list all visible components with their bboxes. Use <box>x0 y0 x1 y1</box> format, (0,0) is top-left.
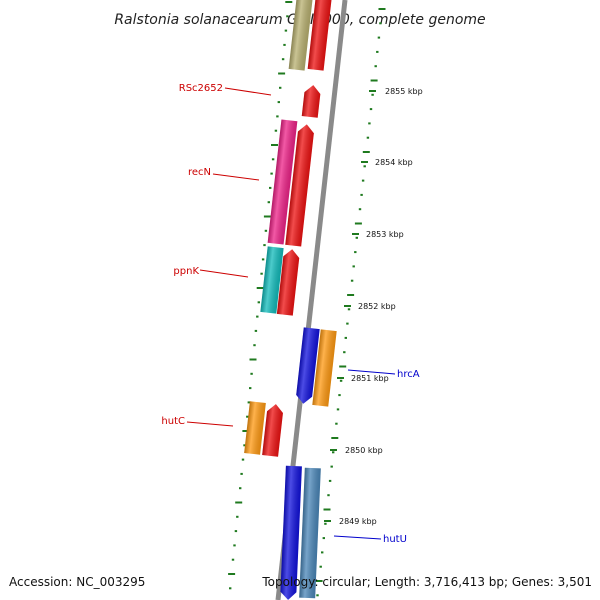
gene-label-rsc2652[interactable]: RSc2652 <box>179 83 223 94</box>
hrca-gene[interactable] <box>295 327 320 404</box>
leader-line <box>212 173 260 181</box>
scale-labels: 2855 kbp 2854 kbp 2853 kbp 2852 kbp 2851… <box>324 87 423 526</box>
gene-label-hutu[interactable]: hutU <box>383 534 407 545</box>
cyan-gene[interactable] <box>260 246 284 314</box>
gene-label-recn[interactable]: recN <box>188 167 211 178</box>
feature-track <box>244 0 337 600</box>
genome-stats-text: Topology: circular; Length: 3,716,413 bp… <box>261 575 592 589</box>
gene-label-hrca[interactable]: hrcA <box>397 369 420 380</box>
leader-line <box>347 369 396 375</box>
red-gene-lower[interactable] <box>262 403 284 457</box>
scale-label: 2851 kbp <box>351 374 389 383</box>
magenta-gene[interactable] <box>267 119 298 245</box>
leader-line <box>199 269 249 278</box>
hutc-gene[interactable] <box>244 401 266 455</box>
scale-label: 2854 kbp <box>375 158 413 167</box>
gene-label-ppnk[interactable]: ppnK <box>173 266 199 277</box>
orange-gene-upper[interactable] <box>312 329 337 407</box>
leader-line <box>333 535 382 540</box>
gene-label-hutc[interactable]: hutC <box>161 416 185 427</box>
recn-gene[interactable] <box>285 123 314 247</box>
rsc2652-gene[interactable] <box>301 84 321 118</box>
hutu-gene[interactable] <box>280 465 302 600</box>
leader-line <box>186 421 234 427</box>
top-red-gene[interactable] <box>307 0 333 71</box>
scale-label: 2849 kbp <box>339 517 377 526</box>
accession-text: Accession: NC_003295 <box>9 575 145 589</box>
ppnk-gene[interactable] <box>276 248 300 316</box>
leader-line <box>224 87 272 96</box>
top-olive-gene[interactable] <box>288 0 314 71</box>
scale-label: 2850 kbp <box>345 446 383 455</box>
scale-label: 2853 kbp <box>366 230 404 239</box>
scale-label: 2852 kbp <box>358 302 396 311</box>
gene-labels: RSc2652 recN ppnK hutC hrcA hutU <box>161 83 419 545</box>
tick-ring-right <box>315 8 386 597</box>
scale-label: 2855 kbp <box>385 87 423 96</box>
tick-ring-left <box>228 1 293 590</box>
steelblue-gene[interactable] <box>299 467 321 599</box>
